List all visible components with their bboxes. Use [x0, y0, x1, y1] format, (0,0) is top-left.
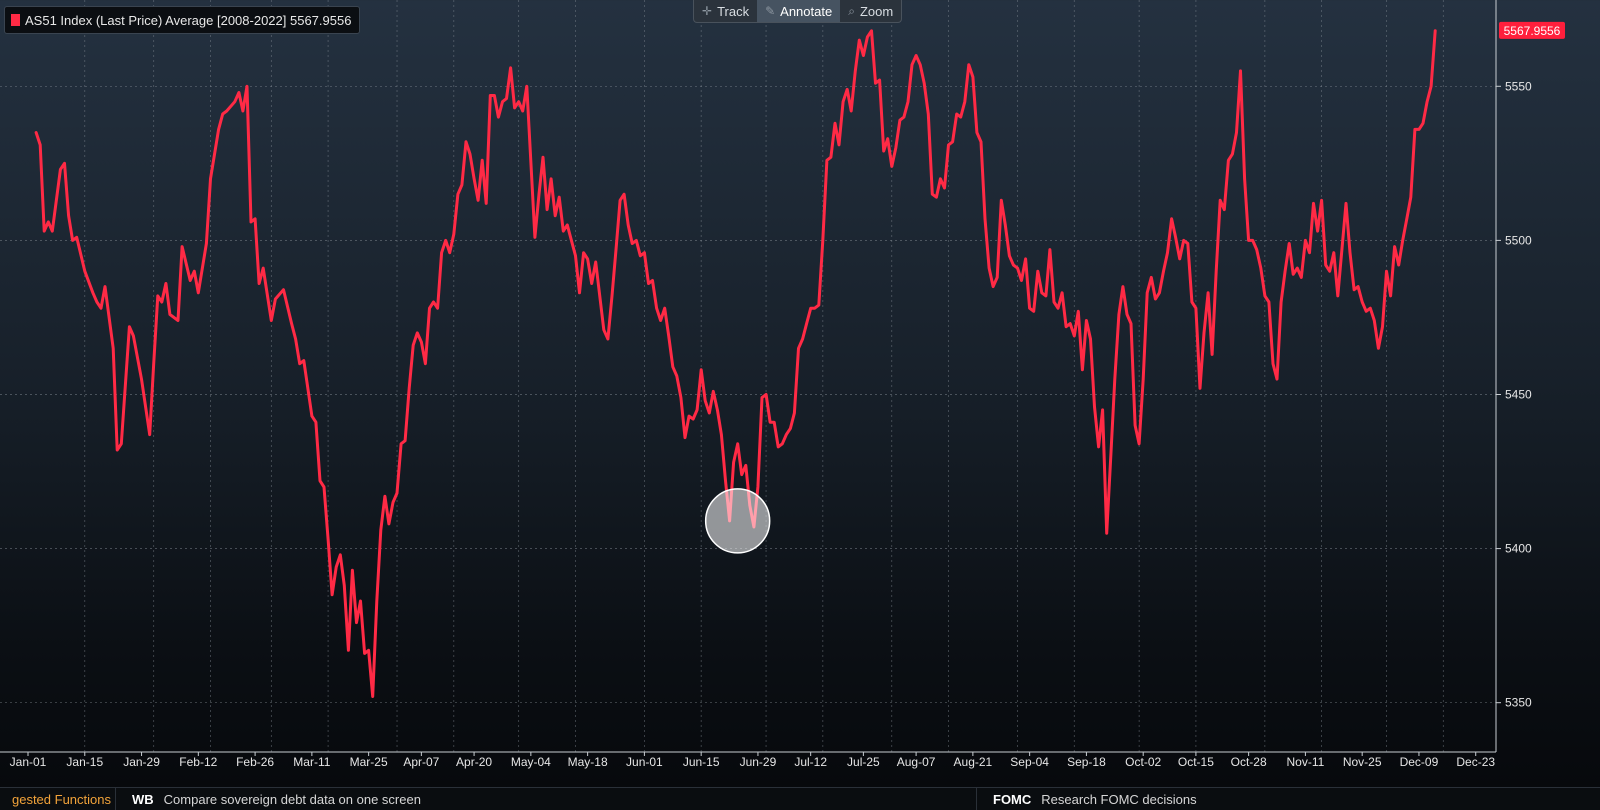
y-tick-label: 5500: [1505, 233, 1532, 247]
suggested-functions-bar: gested Functions WB Compare sovereign de…: [0, 787, 1600, 810]
x-tick-label: Apr-07: [403, 755, 439, 769]
x-tick-label: Jul-12: [794, 755, 827, 769]
series-lines: [34, 29, 1437, 698]
annotate-label: Annotate: [780, 3, 833, 19]
x-tick-label: Dec-23: [1456, 755, 1495, 769]
x-tick-label: Jan-01: [10, 755, 47, 769]
y-tick-label: 5400: [1505, 542, 1532, 556]
function-code: WB: [132, 791, 154, 807]
track-label: Track: [717, 3, 750, 19]
x-tick-label: Feb-26: [236, 755, 274, 769]
axes: [0, 0, 1501, 756]
x-tick-label: Sep-18: [1067, 755, 1106, 769]
x-tick-label: Jan-15: [66, 755, 103, 769]
chart-toolbar: ✛ Track ✎ Annotate ⌕ Zoom: [693, 0, 903, 23]
axis-labels: 5350 5400 5450 5500 5550 Jan-01 Jan-15 Jan-29 Fe…: [10, 21, 1565, 769]
function-description: Compare sovereign debt data on one scree…: [163, 791, 421, 807]
x-tick-label: Jun-01: [626, 755, 663, 769]
x-tick-label: Jun-15: [683, 755, 720, 769]
x-tick-label: May-18: [568, 755, 608, 769]
x-tick-label: Jun-29: [740, 755, 777, 769]
function-suggestion-fomc[interactable]: FOMC Research FOMC decisions: [976, 788, 1197, 810]
x-tick-label: Aug-21: [954, 755, 993, 769]
x-tick-label: Mar-11: [293, 755, 330, 769]
magnifier-icon: ⌕: [848, 3, 855, 18]
function-description: Research FOMC decisions: [1041, 791, 1197, 807]
x-tick-label: Aug-07: [897, 755, 936, 769]
x-tick-label: Mar-25: [350, 755, 388, 769]
x-tick-label: Feb-12: [179, 755, 217, 769]
zoom-label: Zoom: [859, 3, 894, 19]
function-suggestion-wb[interactable]: WB Compare sovereign debt data on one sc…: [132, 788, 421, 810]
last-value-label: 5567.9556: [1504, 24, 1561, 38]
x-tick-label: Dec-09: [1400, 755, 1439, 769]
suggested-functions-label: gested Functions: [11, 791, 111, 807]
x-tick-label: Sep-04: [1010, 755, 1049, 769]
track-tool-button[interactable]: ✛ Track: [694, 0, 757, 22]
y-tick-label: 5450: [1505, 387, 1532, 401]
legend-label: AS51 Index (Last Price) Average [2008-20…: [25, 12, 352, 28]
x-tick-label: May-04: [511, 755, 551, 769]
x-tick-label: Oct-15: [1178, 755, 1214, 769]
crosshair-icon: ✛: [702, 4, 713, 18]
legend-swatch: [11, 14, 20, 26]
chart-legend[interactable]: AS51 Index (Last Price) Average [2008-20…: [4, 6, 361, 34]
x-tick-label: Apr-20: [456, 755, 492, 769]
x-tick-label: Oct-28: [1231, 755, 1267, 769]
pencil-icon: ✎: [765, 4, 776, 18]
x-tick-label: Jul-25: [847, 755, 880, 769]
function-code: FOMC: [993, 791, 1032, 807]
annotation-marker: [704, 488, 771, 554]
series-line: [34, 29, 1437, 698]
x-tick-label: Jan-29: [123, 755, 160, 769]
suggested-functions-header[interactable]: gested Functions: [0, 788, 116, 810]
last-value-tag: [1499, 21, 1565, 39]
zoom-tool-button[interactable]: ⌕ Zoom: [840, 0, 901, 22]
y-tick-label: 5350: [1505, 696, 1532, 710]
x-tick-label: Nov-11: [1287, 755, 1325, 769]
annotation-markers: [704, 488, 771, 554]
y-tick-label: 5550: [1505, 79, 1532, 93]
grid-lines: [0, 0, 1496, 752]
annotate-tool-button[interactable]: ✎ Annotate: [757, 0, 841, 22]
x-tick-label: Nov-25: [1343, 755, 1382, 769]
x-tick-label: Oct-02: [1125, 755, 1161, 769]
